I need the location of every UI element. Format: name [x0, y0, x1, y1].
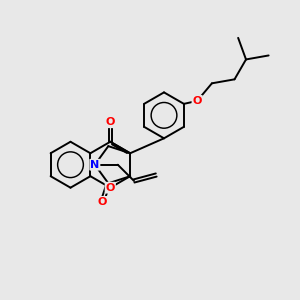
Text: N: N [90, 160, 100, 170]
Text: O: O [106, 117, 115, 127]
Text: O: O [193, 96, 202, 106]
Text: O: O [106, 183, 115, 193]
Text: O: O [98, 197, 107, 207]
